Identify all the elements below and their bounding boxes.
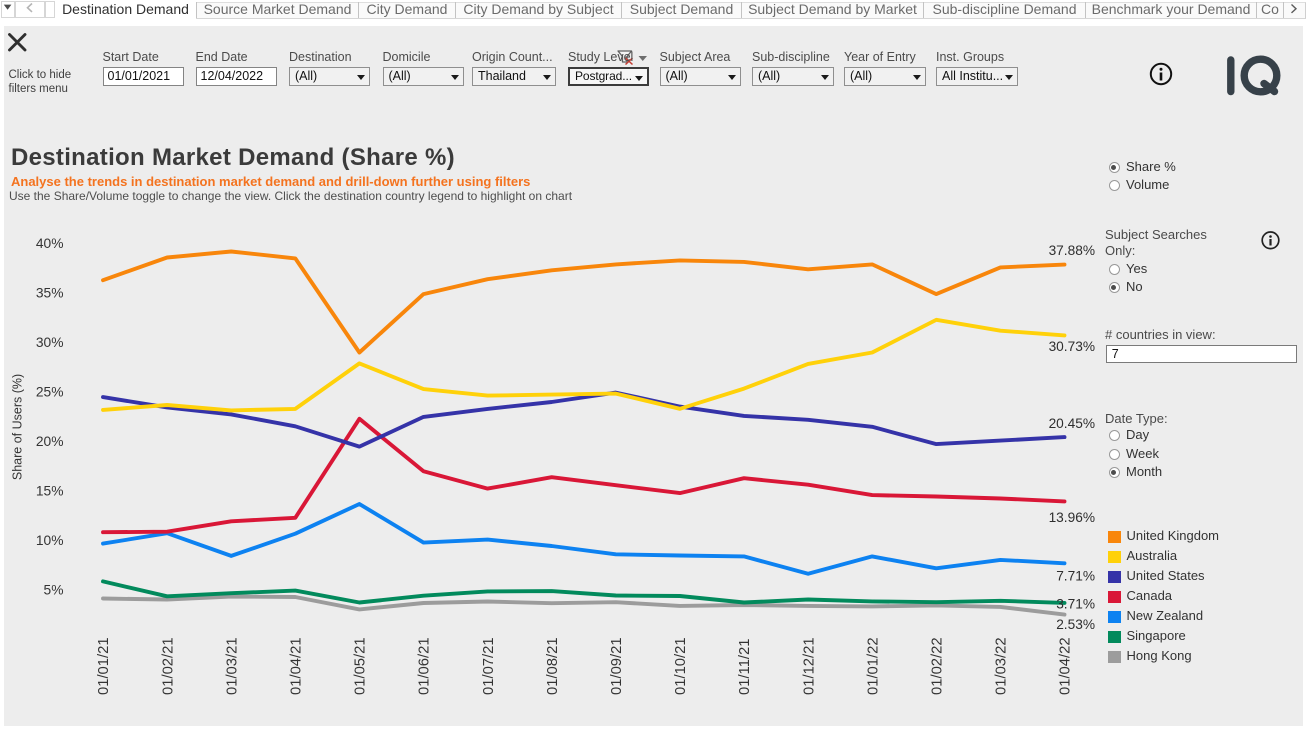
svg-text:01/02/21: 01/02/21	[160, 637, 176, 695]
svg-text:Share of Users (%): Share of Users (%)	[11, 374, 25, 480]
svg-text:01/07/21: 01/07/21	[481, 637, 497, 695]
svg-text:20%: 20%	[36, 434, 64, 449]
svg-text:5%: 5%	[44, 583, 64, 598]
svg-text:01/11/21: 01/11/21	[737, 639, 753, 696]
svg-text:3.71%: 3.71%	[1056, 596, 1095, 611]
svg-text:40%: 40%	[36, 236, 64, 251]
svg-text:30%: 30%	[36, 335, 64, 350]
svg-text:01/04/22: 01/04/22	[1058, 637, 1074, 695]
svg-text:20.45%: 20.45%	[1049, 416, 1095, 431]
svg-text:37.88%: 37.88%	[1049, 243, 1095, 258]
svg-text:35%: 35%	[36, 286, 64, 301]
svg-text:13.96%: 13.96%	[1049, 510, 1095, 525]
svg-text:01/05/21: 01/05/21	[353, 637, 369, 695]
svg-text:7.71%: 7.71%	[1056, 569, 1095, 584]
svg-text:25%: 25%	[36, 385, 64, 400]
svg-text:01/01/22: 01/01/22	[865, 637, 881, 695]
svg-text:01/09/21: 01/09/21	[609, 637, 625, 695]
svg-text:01/12/21: 01/12/21	[801, 637, 817, 695]
svg-text:01/03/22: 01/03/22	[994, 637, 1010, 695]
svg-text:2.53%: 2.53%	[1056, 617, 1095, 632]
svg-text:15%: 15%	[36, 484, 64, 499]
svg-text:01/08/21: 01/08/21	[545, 637, 561, 695]
svg-text:01/10/21: 01/10/21	[673, 637, 689, 695]
svg-text:01/03/21: 01/03/21	[224, 637, 240, 695]
svg-text:01/02/22: 01/02/22	[930, 637, 946, 695]
svg-text:01/01/21: 01/01/21	[96, 637, 112, 695]
svg-text:01/04/21: 01/04/21	[289, 637, 305, 695]
svg-text:30.73%: 30.73%	[1049, 339, 1095, 354]
svg-text:01/06/21: 01/06/21	[417, 637, 433, 695]
svg-text:10%: 10%	[36, 533, 64, 548]
